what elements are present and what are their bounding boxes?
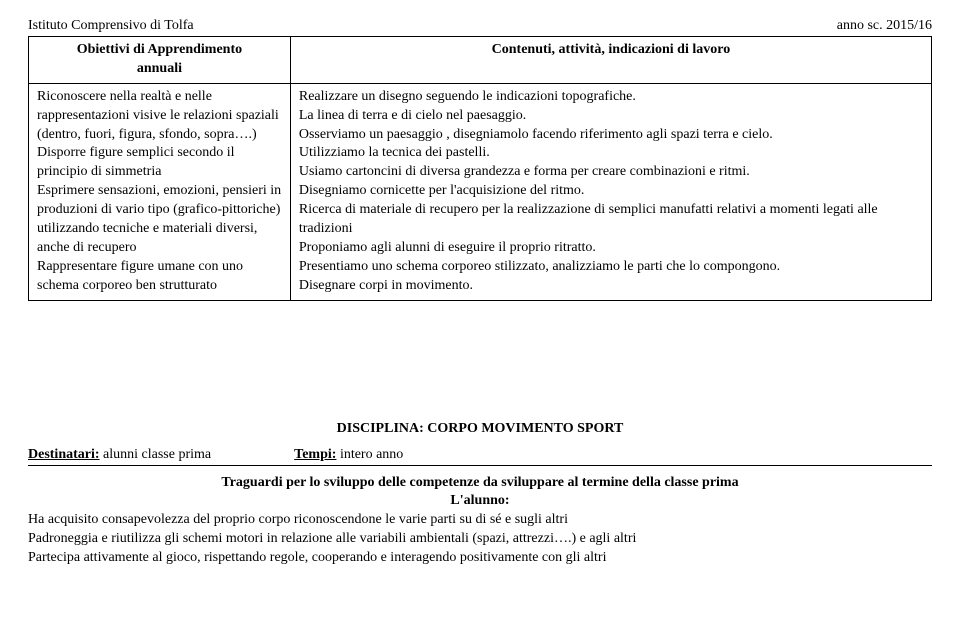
text-line: Presentiamo uno schema corporeo stilizza… [299, 258, 923, 277]
tempi-label: Tempi: [294, 447, 336, 462]
institute-name: Istituto Comprensivo di Tolfa [28, 18, 194, 34]
text-line: La linea di terra e di cielo nel paesagg… [299, 107, 923, 126]
head-left-line2: annuali [37, 60, 282, 79]
discipline-title: DISCIPLINA: CORPO MOVIMENTO SPORT [28, 421, 932, 437]
text-line: Realizzare un disegno seguendo le indica… [299, 88, 923, 107]
text-line: Utilizziamo la tecnica dei pastelli. [299, 144, 923, 163]
table-head-left: Obiettivi di Apprendimento annuali [29, 37, 291, 84]
destinatari-label: Destinatari: [28, 447, 100, 462]
table-body-right: Realizzare un disegno seguendo le indica… [290, 83, 931, 300]
alunno-label: L'alunno: [28, 492, 932, 511]
head-right-text: Contenuti, attività, indicazioni di lavo… [492, 42, 731, 57]
text-line: Usiamo cartoncini di diversa grandezza e… [299, 163, 923, 182]
text-line: Proponiamo agli alunni di eseguire il pr… [299, 239, 923, 258]
traguardi-line: Ha acquisito consapevolezza del proprio … [28, 511, 932, 530]
tempi-cell: Tempi: intero anno [290, 445, 932, 465]
text-line: Osserviamo un paesaggio , disegniamolo f… [299, 126, 923, 145]
head-left-line1: Obiettivi di Apprendimento [37, 41, 282, 60]
objectives-table: Obiettivi di Apprendimento annuali Conte… [28, 36, 932, 301]
destinatari-row: Destinatari: alunni classe prima Tempi: … [28, 445, 932, 466]
table-body-left: Riconoscere nella realtà e nelle rappres… [29, 83, 291, 300]
traguardi-body: Ha acquisito consapevolezza del proprio … [28, 511, 932, 568]
text-line: Riconoscere nella realtà e nelle rappres… [37, 88, 282, 182]
traguardi-line: Partecipa attivamente al gioco, rispetta… [28, 549, 932, 568]
traguardi-line: Padroneggia e riutilizza gli schemi moto… [28, 530, 932, 549]
school-year: anno sc. 2015/16 [837, 18, 932, 34]
page-header: Istituto Comprensivo di Tolfa anno sc. 2… [28, 18, 932, 34]
discipline-section: DISCIPLINA: CORPO MOVIMENTO SPORT Destin… [28, 421, 932, 568]
text-line: Esprimere sensazioni, emozioni, pensieri… [37, 182, 282, 258]
destinatari-cell: Destinatari: alunni classe prima [28, 445, 290, 465]
text-line: Rappresentare figure umane con uno schem… [37, 258, 282, 296]
table-head-right: Contenuti, attività, indicazioni di lavo… [290, 37, 931, 84]
destinatari-value: alunni classe prima [100, 447, 212, 462]
text-line: Disegniamo cornicette per l'acquisizione… [299, 182, 923, 201]
traguardi-title: Traguardi per lo sviluppo delle competen… [28, 474, 932, 493]
tempi-value: intero anno [336, 447, 403, 462]
text-line: Disegnare corpi in movimento. [299, 277, 923, 296]
traguardi-block: Traguardi per lo sviluppo delle competen… [28, 474, 932, 568]
text-line: Ricerca di materiale di recupero per la … [299, 201, 923, 239]
